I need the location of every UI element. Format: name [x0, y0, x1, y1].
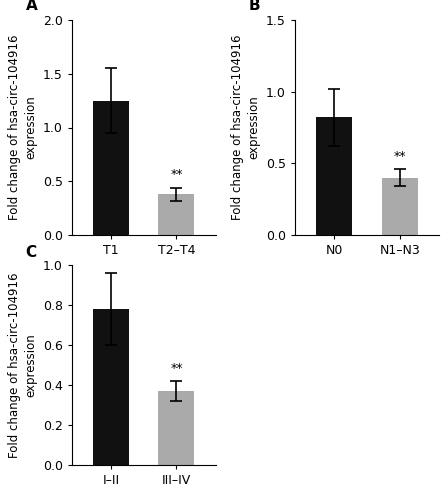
Bar [159, 194, 194, 235]
Text: C: C [26, 245, 37, 260]
Y-axis label: Fold change of hsa-circ-104916
expression: Fold change of hsa-circ-104916 expressio… [8, 272, 37, 458]
Bar [93, 100, 129, 235]
Text: A: A [26, 0, 37, 14]
Text: **: ** [170, 362, 183, 375]
Bar [316, 118, 352, 235]
Text: **: ** [170, 168, 183, 181]
Y-axis label: Fold change of hsa-circ-104916
expression: Fold change of hsa-circ-104916 expressio… [8, 35, 37, 220]
Bar [382, 178, 418, 235]
Y-axis label: Fold change of hsa-circ-104916
expression: Fold change of hsa-circ-104916 expressio… [231, 35, 260, 220]
Bar [93, 309, 129, 465]
Text: **: ** [393, 150, 406, 162]
Bar [159, 391, 194, 465]
Text: B: B [249, 0, 260, 14]
